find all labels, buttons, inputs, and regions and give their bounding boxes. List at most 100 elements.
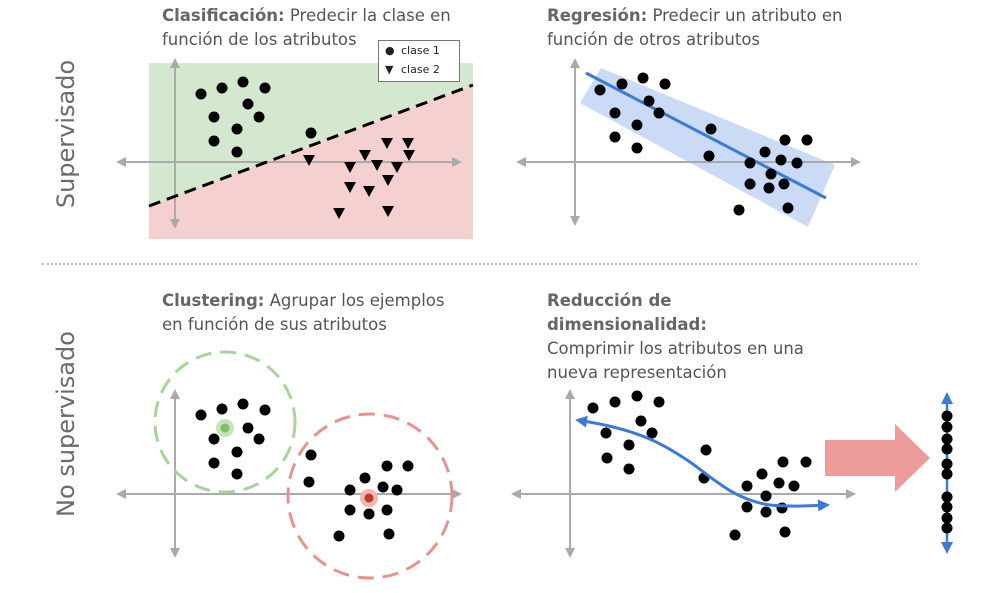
point xyxy=(941,468,953,480)
projected-points xyxy=(941,410,953,534)
point xyxy=(195,409,207,421)
point xyxy=(231,468,243,480)
title-clustering-text: Agrupar los ejemplos en función de sus a… xyxy=(162,291,445,334)
point xyxy=(941,443,953,455)
title-clustering-bold: Clustering: xyxy=(162,291,265,310)
reduction-plot xyxy=(511,389,953,558)
legend-item-class2: ▼ clase 2 xyxy=(379,60,459,79)
point xyxy=(744,157,756,169)
title-classification-bold: Clasificación: xyxy=(162,6,285,25)
point xyxy=(733,204,745,216)
point xyxy=(782,202,794,214)
point xyxy=(779,134,791,146)
point xyxy=(242,422,254,434)
point xyxy=(775,154,787,166)
point xyxy=(216,82,228,94)
point xyxy=(231,146,243,158)
point xyxy=(760,490,772,502)
point xyxy=(231,123,243,135)
point xyxy=(941,421,953,433)
point xyxy=(333,530,345,542)
point xyxy=(382,175,394,186)
point xyxy=(259,82,271,94)
reduction-points xyxy=(587,390,812,541)
point xyxy=(594,84,606,96)
point xyxy=(344,484,356,496)
legend-label-class1: clase 1 xyxy=(401,44,440,57)
point xyxy=(195,88,207,100)
title-regression-text: Predecir un atributo en función de otros… xyxy=(547,6,843,49)
point xyxy=(941,433,953,445)
classification-legend: ● clase 1 ▼ clase 2 xyxy=(378,40,460,82)
triangle-marker-icon: ▼ xyxy=(385,63,394,76)
point xyxy=(631,390,643,402)
manifold-curve xyxy=(575,415,830,512)
point xyxy=(344,162,356,173)
point xyxy=(791,157,803,169)
point xyxy=(763,182,775,194)
point xyxy=(756,468,768,480)
point xyxy=(371,160,383,171)
point xyxy=(359,150,371,161)
point xyxy=(643,95,655,107)
point xyxy=(382,206,394,217)
clustering-plot xyxy=(116,350,462,580)
point xyxy=(303,476,315,488)
point xyxy=(363,508,375,520)
point xyxy=(941,410,953,422)
point xyxy=(609,107,621,119)
legend-label-class2: clase 2 xyxy=(401,63,440,76)
point xyxy=(609,396,621,408)
regression-plot xyxy=(516,58,861,227)
point xyxy=(253,111,265,123)
point xyxy=(242,98,254,110)
point xyxy=(777,456,789,468)
cluster-2-boundary xyxy=(286,412,454,580)
point xyxy=(600,427,612,439)
point xyxy=(305,127,317,139)
title-classification-text: Predecir la clase en función de los atri… xyxy=(162,6,451,49)
point xyxy=(587,402,599,414)
cluster-2-centroid xyxy=(364,493,374,503)
point xyxy=(391,484,403,496)
point xyxy=(941,501,953,513)
point xyxy=(700,444,712,456)
point xyxy=(623,463,635,475)
point xyxy=(208,135,220,147)
point xyxy=(635,415,647,427)
point xyxy=(231,446,243,458)
point xyxy=(208,111,220,123)
point xyxy=(216,403,228,415)
title-reduction: Reducción de dimensionalidad: Comprimir l… xyxy=(547,289,837,385)
point xyxy=(941,522,953,534)
point xyxy=(800,456,812,468)
title-regression: Regresión: Predecir un atributo en funci… xyxy=(547,4,847,52)
point xyxy=(237,398,249,410)
point xyxy=(344,182,356,193)
point xyxy=(653,107,665,119)
legend-item-class1: ● clase 1 xyxy=(379,41,459,60)
point xyxy=(778,178,790,190)
clustering-points xyxy=(195,398,414,542)
point xyxy=(253,433,265,445)
point xyxy=(381,460,393,472)
row-separator xyxy=(42,263,917,265)
point xyxy=(383,528,395,540)
point xyxy=(705,123,717,135)
title-classification: Clasificación: Predecir la clase en func… xyxy=(162,4,462,52)
point xyxy=(391,162,403,173)
point xyxy=(631,142,643,154)
point xyxy=(623,439,635,451)
point xyxy=(259,404,271,416)
point xyxy=(237,76,249,88)
regression-points xyxy=(594,72,813,216)
point xyxy=(381,138,393,149)
class1-points xyxy=(195,76,317,158)
point xyxy=(741,480,753,492)
title-regression-bold: Regresión: xyxy=(547,6,648,25)
point xyxy=(779,526,791,538)
point xyxy=(305,449,317,461)
circle-marker-icon: ● xyxy=(385,44,395,57)
point xyxy=(801,134,813,146)
